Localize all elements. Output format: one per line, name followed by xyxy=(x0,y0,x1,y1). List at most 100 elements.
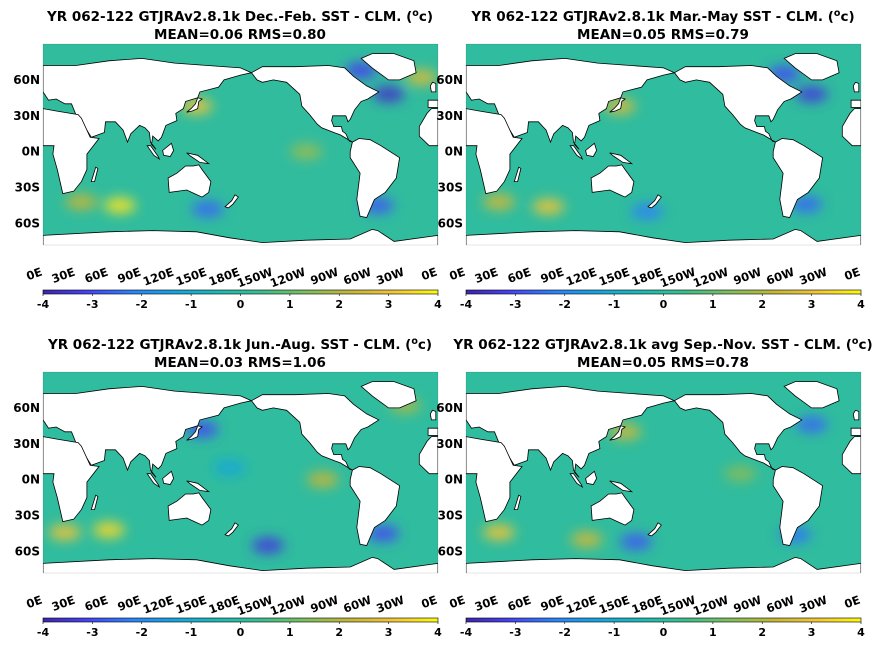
landmass xyxy=(418,436,438,475)
anomaly-mark xyxy=(48,524,81,541)
lat-tick-label: 30S xyxy=(438,509,463,523)
chart-title-text: YR 062-122 GTJRAv2.8.1k Mar.-May SST - C… xyxy=(470,9,834,25)
anomaly-mark xyxy=(795,86,828,103)
landmass xyxy=(852,81,860,93)
map-area xyxy=(466,44,861,245)
colorbar xyxy=(42,617,439,623)
landmass xyxy=(590,492,635,526)
landmass xyxy=(427,427,438,436)
lon-tick-label: 60E xyxy=(506,265,533,286)
map-figure: YR 062-122 GTJRAv2.8.1k Dec.-Feb. SST - … xyxy=(13,8,442,311)
map-figure: YR 062-122 GTJRAv2.8.1k Jun.-Aug. SST - … xyxy=(13,336,442,639)
landmass xyxy=(590,164,635,198)
anomaly-mark xyxy=(795,416,828,433)
lon-tick-label: 150E xyxy=(597,265,632,289)
land-layer xyxy=(466,381,861,573)
map-frame xyxy=(465,43,862,246)
landmass xyxy=(250,65,380,143)
colorbar-tick-label: 2 xyxy=(758,298,766,311)
anomaly-mark xyxy=(532,198,565,215)
landmass xyxy=(783,381,840,409)
lat-tick-label: 60N xyxy=(13,73,40,87)
anomaly-mark xyxy=(620,533,653,550)
land-layer xyxy=(43,381,438,573)
chart-title-degree: o xyxy=(412,8,419,19)
chart-title-unit: c) xyxy=(858,337,872,353)
landmass xyxy=(186,97,204,113)
lon-tick-label: 120E xyxy=(564,593,599,617)
colorbar-tick-label: -1 xyxy=(185,626,197,639)
landmass xyxy=(146,145,161,160)
lat-tick-label: 0N xyxy=(445,473,463,487)
landmass xyxy=(772,138,824,218)
lon-tick-label: 60E xyxy=(506,593,533,614)
anomaly-mark xyxy=(345,62,378,79)
sst-map-panel-djf: YR 062-122 GTJRAv2.8.1k Dec.-Feb. SST - … xyxy=(0,0,442,328)
landmass xyxy=(90,494,99,511)
chart-subtitle: MEAN=0.03 RMS=1.06 xyxy=(154,355,326,371)
lat-tick-label: 60S xyxy=(438,216,463,230)
colorbar-tick-label: 1 xyxy=(709,298,717,311)
landmass xyxy=(43,436,100,523)
chart-title-degree: o xyxy=(852,336,859,347)
lon-tick-label: 30W xyxy=(797,593,829,616)
chart-title: YR 062-122 GTJRAv2.8.1k Mar.-May SST - C… xyxy=(470,8,854,25)
anomaly-mark xyxy=(367,525,400,542)
lon-tick-label: 90W xyxy=(309,265,341,288)
colorbar-tick-label: -2 xyxy=(559,298,571,311)
colorbar-tick-label: -4 xyxy=(37,298,50,311)
anomaly-mark xyxy=(103,197,136,214)
anomaly-layer xyxy=(48,397,422,554)
landmass xyxy=(647,194,662,209)
lon-tick-label: 30E xyxy=(50,265,77,286)
colorbar-tick-label: 3 xyxy=(808,626,816,639)
map-area xyxy=(466,372,861,573)
colorbar-tick-label: -3 xyxy=(509,298,521,311)
landmass xyxy=(429,81,437,93)
colorbar-tick-label: -3 xyxy=(86,298,98,311)
lon-tick-label: 60W xyxy=(341,265,373,288)
landmass xyxy=(349,466,401,546)
lon-tick-label: 0E xyxy=(447,265,467,284)
lat-tick-label: 30N xyxy=(13,109,40,123)
landmass xyxy=(852,409,860,421)
colorbar-tick-label: -2 xyxy=(136,298,148,311)
landmass xyxy=(513,166,522,183)
landmass xyxy=(772,466,824,546)
lon-tick-label: 0E xyxy=(842,593,862,612)
chart-subtitle: MEAN=0.05 RMS=0.78 xyxy=(577,355,749,371)
lon-tick-label: 30W xyxy=(374,593,406,616)
colorbar-tick-label: 1 xyxy=(286,626,294,639)
lon-tick-label: 30E xyxy=(473,265,500,286)
lon-tick-label: 0E xyxy=(24,265,44,284)
lon-tick-label: 90E xyxy=(539,593,566,614)
landmass xyxy=(841,436,861,475)
land-layer xyxy=(43,53,438,245)
lon-tick-label: 120E xyxy=(564,265,599,289)
colorbar-tick-label: -2 xyxy=(559,626,571,639)
colorbar-tick-label: -1 xyxy=(185,298,197,311)
anomaly-mark xyxy=(482,524,515,541)
landmass xyxy=(850,427,861,436)
landmass xyxy=(186,152,211,165)
anomaly-layer xyxy=(482,416,828,550)
landmass xyxy=(609,480,634,493)
lon-tick-label: 90W xyxy=(309,593,341,616)
anomaly-mark xyxy=(92,521,125,538)
landmass xyxy=(841,108,861,147)
landmass xyxy=(585,470,598,485)
landmass xyxy=(673,393,803,471)
lon-tick-label: 0E xyxy=(419,265,439,284)
chart-title-unit: c) xyxy=(418,337,432,353)
map-area xyxy=(43,372,438,573)
chart-title-text: YR 062-122 GTJRAv2.8.1k Dec.-Feb. SST - … xyxy=(46,9,412,25)
lon-tick-label: 120E xyxy=(141,265,176,289)
lon-tick-label: 60E xyxy=(83,265,110,286)
land-layer xyxy=(466,53,861,245)
colorbar-tick-label: 2 xyxy=(758,626,766,639)
lon-tick-label: 0E xyxy=(24,593,44,612)
lon-tick-label: 120W xyxy=(268,593,308,619)
colorbar-tick-label: 0 xyxy=(237,626,245,639)
landmass xyxy=(43,556,438,573)
landmass xyxy=(429,409,437,421)
